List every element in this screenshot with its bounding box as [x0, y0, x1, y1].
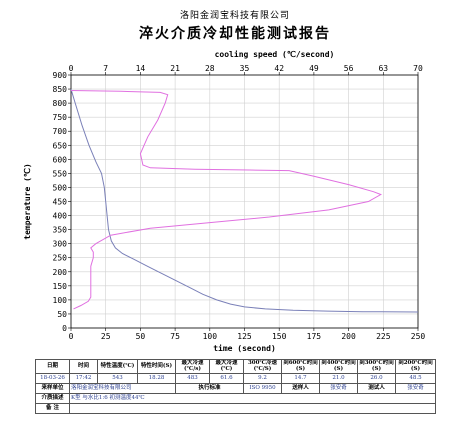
cooling-speed-line: [70, 90, 382, 310]
y-tick-label: 750: [53, 113, 68, 122]
table-value-row: 18-03-26 17:42 543 18.28 483 61.6 9.2 14.7 21.0 2…: [35, 372, 436, 384]
table-value-cell: 18.28: [137, 372, 176, 384]
x-top-tick-label: 35: [240, 64, 250, 73]
y-tick-label: 50: [57, 310, 67, 319]
y-tick-label: 400: [53, 212, 68, 221]
x-top-tick-label: 70: [413, 64, 423, 73]
chart-series: [70, 88, 419, 313]
table-value-cell: 61.6: [209, 372, 244, 384]
x-top-tick-label: 63: [378, 64, 388, 73]
x-top-tick-label: 42: [274, 64, 284, 73]
x-top-tick-label: 7: [103, 64, 108, 73]
bottom-axis-title: time (second): [213, 343, 276, 353]
table-value-cell: 14.7: [281, 372, 320, 384]
x-bottom-tick-label: 150: [272, 332, 287, 341]
y-tick-label: 900: [53, 71, 68, 80]
x-top-tick-label: 49: [309, 64, 319, 73]
y-tick-label: 550: [53, 169, 68, 178]
sender-value: 张安奇: [319, 382, 358, 394]
x-top-tick-label: 14: [136, 64, 146, 73]
y-axis-title: temperature (℃): [23, 163, 32, 239]
table-header-row: 日期 时间 特性温度(℃) 特性时间(S) 最大冷速(℃/s) 最大冷速(℃) 300℃冷速…: [35, 359, 436, 374]
y-tick-label: 500: [53, 183, 68, 192]
y-tick-label: 200: [53, 268, 68, 277]
table-header-cell: 特性时间(S): [137, 359, 176, 374]
x-bottom-tick-label: 50: [136, 332, 146, 341]
x-bottom-tick-label: 75: [170, 332, 180, 341]
sample-value: 洛阳金润宝科技有限公司: [69, 382, 176, 394]
x-top-tick-label: 28: [205, 64, 215, 73]
sample-label: 来样单位: [35, 382, 70, 394]
medium-value: K型 与水比1:6 初测温度44℃: [69, 392, 436, 404]
table-header-cell: 到400℃时间(S): [319, 359, 358, 374]
standard-value: ISO 9950: [243, 382, 282, 394]
table-header-cell: 最大冷速(℃/s): [175, 359, 210, 374]
y-tick-label: 700: [53, 127, 68, 136]
y-tick-label: 650: [53, 141, 68, 150]
x-bottom-tick-label: 25: [101, 332, 111, 341]
table-value-cell: 17:42: [69, 372, 98, 384]
report-title: 淬火介质冷却性能测试报告: [139, 26, 331, 42]
plot-frame: [70, 74, 419, 329]
table-value-cell: 48.5: [395, 372, 436, 384]
sender-label: 送样人: [281, 382, 320, 394]
x-top-tick-label: 0: [69, 64, 74, 73]
top-axis-title: cooling speed (℃/second): [215, 49, 335, 59]
cooling-chart: 0 25 50 75 100 125 150 175 200 225 250 0 7 14 21 28 35 42…: [23, 49, 426, 353]
table-sample-row: 来样单位 洛阳金润宝科技有限公司 执行标准 ISO 9950 送样人 张安奇 测…: [35, 382, 436, 394]
x-top-tick-label: 21: [170, 64, 180, 73]
y-tick-label: 850: [53, 85, 68, 94]
tester-label: 测试人: [357, 382, 396, 394]
chart-grid: [70, 74, 419, 329]
table-value-cell: 483: [175, 372, 210, 384]
x-bottom-tick-label: 125: [237, 332, 252, 341]
table-header-cell: 最大冷速(℃): [209, 359, 244, 374]
report-table: 日期 时间 特性温度(℃) 特性时间(S) 最大冷速(℃/s) 最大冷速(℃) 300℃冷速…: [35, 359, 436, 414]
table-notes-row: 备 注: [35, 402, 436, 414]
table-header-cell: 时间: [69, 359, 98, 374]
x-bottom-tick-label: 100: [203, 332, 218, 341]
table-header-cell: 300℃冷速(℃/S): [243, 359, 282, 374]
y-tick-label: 600: [53, 155, 68, 164]
table-header-cell: 到300℃时间(S): [357, 359, 396, 374]
table-value-cell: 26.0: [357, 372, 396, 384]
standard-label: 执行标准: [175, 382, 244, 394]
y-tick-label: 0: [62, 324, 67, 333]
table-header-cell: 到200℃时间(S): [395, 359, 436, 374]
notes-label: 备 注: [35, 402, 70, 414]
x-bottom-tick-label: 0: [69, 332, 74, 341]
table-value-cell: 9.2: [243, 372, 282, 384]
medium-label: 介质描述: [35, 392, 70, 404]
table-header-cell: 日期: [35, 359, 70, 374]
y-tick-label: 450: [53, 198, 68, 207]
table-header-cell: 到600℃时间(S): [281, 359, 320, 374]
x-bottom-tick-label: 225: [376, 332, 391, 341]
y-tick-label: 100: [53, 296, 68, 305]
y-tick-label: 150: [53, 282, 68, 291]
y-tick-label: 250: [53, 254, 68, 263]
temperature-time-line: [70, 88, 419, 313]
table-header-cell: 特性温度(℃): [97, 359, 138, 374]
tester-value: 张安奇: [395, 382, 436, 394]
x-top-tick-label: 56: [344, 64, 354, 73]
y-tick-label: 800: [53, 99, 68, 108]
table-value-cell: 543: [97, 372, 138, 384]
chart-axes: 0 25 50 75 100 125 150 175 200 225 250 0 7 14 21 28 35 42…: [53, 64, 426, 341]
table-value-cell: 21.0: [319, 372, 358, 384]
x-bottom-tick-label: 250: [411, 332, 426, 341]
table-medium-row: 介质描述 K型 与水比1:6 初测温度44℃: [35, 392, 436, 404]
y-tick-label: 350: [53, 226, 68, 235]
notes-value: [69, 402, 436, 414]
x-bottom-tick-label: 200: [341, 332, 356, 341]
table-value-cell: 18-03-26: [35, 372, 70, 384]
y-tick-label: 300: [53, 240, 68, 249]
company-name: 洛阳金润宝科技有限公司: [179, 11, 290, 21]
x-bottom-tick-label: 175: [307, 332, 322, 341]
